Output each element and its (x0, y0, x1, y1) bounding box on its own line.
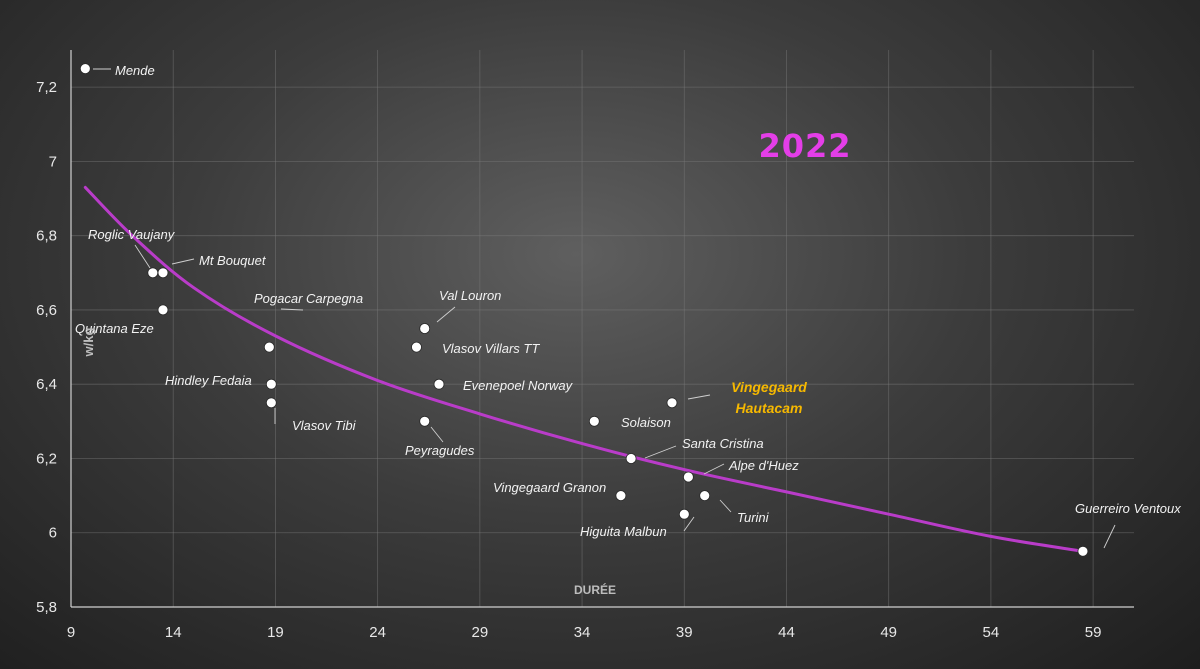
data-point (1077, 545, 1089, 557)
x-tick-label: 29 (472, 624, 489, 641)
point-label: Alpe d'Huez (728, 458, 799, 473)
point-label: Higuita Malbun (580, 524, 667, 539)
data-point (615, 490, 627, 502)
point-label: Peyragudes (405, 443, 475, 458)
x-tick-label: 39 (676, 624, 693, 641)
data-point (79, 63, 91, 74)
leader-line (134, 244, 151, 269)
leader-line (683, 516, 695, 532)
point-label-line: Hautacam (736, 400, 803, 416)
data-point (625, 453, 637, 464)
x-tick-label: 44 (778, 624, 795, 641)
data-point (419, 415, 431, 427)
data-point (678, 508, 690, 520)
leader-line (703, 463, 725, 475)
point-label: Hindley Fedaia (165, 373, 252, 388)
data-point (265, 397, 277, 409)
x-tick-label: 24 (369, 624, 386, 641)
data-point (588, 415, 600, 427)
point-label: Guerreiro Ventoux (1075, 501, 1181, 516)
point-label: Val Louron (439, 288, 501, 303)
point-label: Mt Bouquet (199, 253, 267, 268)
point-label: Vlasov Tibi (292, 418, 357, 433)
x-tick-label: 49 (880, 624, 897, 641)
y-tick-label: 6,4 (36, 376, 57, 393)
leader-line (280, 308, 304, 311)
x-tick-label: 59 (1085, 624, 1102, 641)
trendline-layer (83, 185, 1085, 553)
y-tick-label: 7 (49, 153, 57, 170)
y-tick-label: 7,2 (36, 79, 57, 96)
point-label: Vingegaard Granon (493, 480, 606, 495)
leader-line (687, 394, 711, 400)
leader-line (644, 445, 677, 459)
leader-line (436, 306, 456, 323)
y-tick-label: 6 (49, 525, 57, 542)
trendline (83, 185, 1085, 553)
point-label: Vlasov Villars TT (442, 341, 540, 356)
data-point (699, 490, 711, 502)
point-label: Solaison (621, 415, 671, 430)
data-point (666, 397, 678, 409)
data-point (419, 323, 431, 334)
point-layer (79, 63, 1089, 557)
axis-layer: 9 14 19 24 29 34 39 44 49 54 59 5,8 6 6,2 6,4 6,6 6,8 7 7,… (36, 50, 1134, 641)
x-tick-label: 19 (267, 624, 284, 641)
chart-title: 2022 (758, 127, 851, 165)
y-tick-label: 6,8 (36, 228, 57, 245)
data-point (265, 378, 277, 390)
leader-line-layer (93, 68, 1116, 549)
x-tick-label: 14 (165, 624, 182, 641)
x-tick-label: 34 (574, 624, 591, 641)
point-label: Roglic Vaujany (88, 227, 176, 242)
point-label: Pogacar Carpegna (254, 291, 363, 306)
y-tick-label: 6,2 (36, 450, 57, 467)
leader-line (430, 426, 444, 443)
y-tick-label: 5,8 (36, 599, 57, 616)
x-axis-title: DURÉE (574, 582, 616, 597)
data-point (263, 341, 275, 353)
data-point (157, 304, 169, 316)
leader-line (171, 258, 195, 265)
label-layer: Mende Roglic Vaujany Mt Bouquet Quintana Ez… (75, 63, 1181, 539)
leader-line (1103, 524, 1116, 549)
data-point (147, 267, 159, 279)
point-label-line: Vingegaard (731, 379, 807, 395)
point-label: Santa Cristina (682, 436, 764, 451)
y-tick-label: 6,6 (36, 302, 57, 319)
data-point (433, 378, 445, 390)
data-point (683, 471, 694, 483)
point-label: Quintana Eze (75, 321, 154, 336)
x-tick-label: 54 (983, 624, 1000, 641)
point-label: Turini (737, 510, 770, 525)
data-point (411, 341, 422, 353)
point-label: Mende (115, 63, 155, 78)
x-tick-label: 9 (67, 624, 75, 641)
point-label-highlight: Vingegaard Hautacam (731, 379, 807, 416)
data-point (157, 267, 169, 279)
point-label: Evenepoel Norway (463, 378, 574, 393)
y-axis-title: w/kg (81, 327, 96, 357)
leader-line (719, 499, 732, 513)
